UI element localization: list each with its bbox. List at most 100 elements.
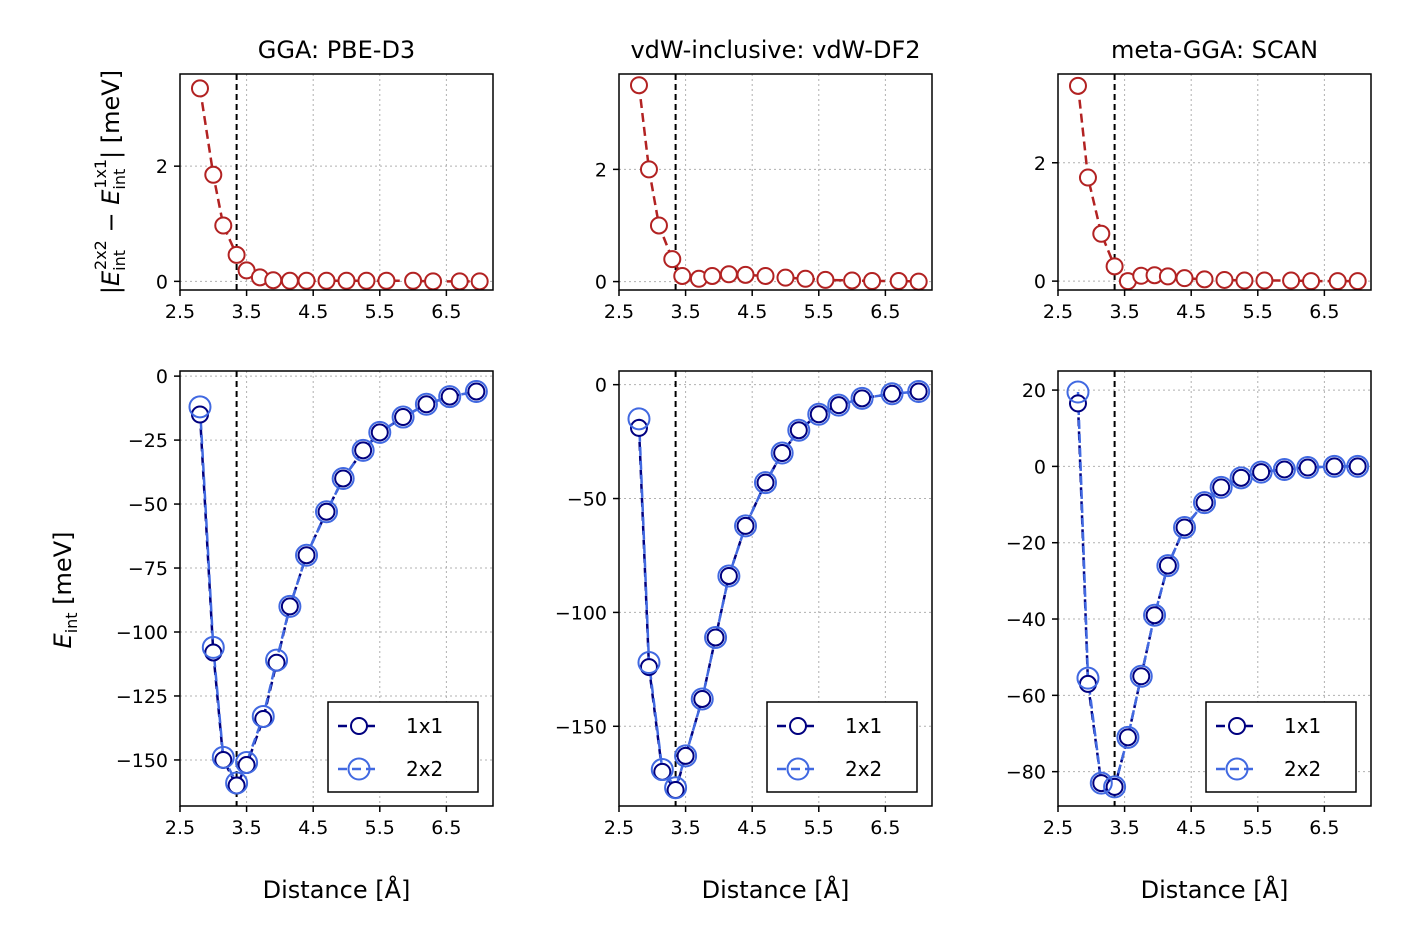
- data-point: [863, 272, 882, 291]
- series-line: [1076, 85, 1358, 283]
- data-point: [188, 395, 212, 419]
- panel-title: GGA: PBE-D3: [258, 36, 415, 64]
- y-tick-label: −80: [1006, 762, 1046, 784]
- legend: 1x1 2x2: [1205, 701, 1357, 793]
- data-point: [1215, 270, 1234, 289]
- data-point: [467, 382, 486, 401]
- data-point: [1209, 475, 1233, 499]
- data-point: [1322, 454, 1346, 478]
- x-tick-label: 6.5: [870, 817, 900, 839]
- axes-frame: [618, 370, 933, 807]
- x-tick-label: 6.5: [870, 301, 900, 323]
- data-point: [211, 745, 235, 769]
- data-point: [315, 500, 339, 524]
- data-point: [627, 407, 651, 431]
- x-tick-label: 5.5: [365, 301, 395, 323]
- legend-box: [1205, 701, 1357, 793]
- data-point: [1298, 458, 1317, 477]
- data-point: [337, 271, 356, 290]
- panel-title: vdW-inclusive: vdW-DF2: [630, 36, 920, 64]
- x-tick-label: 2.5: [165, 817, 195, 839]
- legend-marker: [789, 717, 807, 735]
- legend-box: [327, 701, 479, 793]
- x-tick-label: 4.5: [737, 301, 767, 323]
- data-point: [637, 651, 661, 675]
- data-point: [853, 389, 872, 408]
- y-tick-label: 0: [595, 375, 607, 397]
- legend-label: 1x1: [406, 714, 443, 738]
- data-point: [1089, 771, 1113, 795]
- x-tick-label: 3.5: [1109, 817, 1139, 839]
- x-tick-label: 5.5: [365, 817, 395, 839]
- data-point: [1105, 257, 1124, 276]
- panel-title: meta-GGA: SCAN: [1111, 36, 1318, 64]
- legend-marker: [786, 757, 810, 781]
- y-tick-label: 2: [1034, 153, 1046, 175]
- x-tick-label: 2.5: [1043, 301, 1073, 323]
- y-tick-label: −100: [116, 622, 168, 644]
- data-point: [417, 395, 436, 414]
- data-point: [907, 379, 931, 403]
- x-tick-label: 6.5: [1309, 817, 1339, 839]
- y-tick-label: −50: [128, 494, 168, 516]
- x-tick-label: 5.5: [1243, 301, 1273, 323]
- data-point: [776, 268, 795, 287]
- data-point: [1145, 606, 1164, 625]
- y-tick-label: −150: [555, 716, 607, 738]
- x-tick-label: 2.5: [165, 301, 195, 323]
- x-tick-label: 4.5: [1176, 817, 1206, 839]
- data-point: [1212, 478, 1231, 497]
- data-point: [629, 76, 648, 95]
- x-tick-label: 4.5: [298, 301, 328, 323]
- data-point: [909, 382, 928, 401]
- x-tick-label: 3.5: [670, 301, 700, 323]
- data-point: [1158, 556, 1177, 575]
- data-point: [297, 546, 316, 565]
- y-tick-label: 2: [156, 156, 168, 178]
- data-point: [704, 625, 728, 649]
- data-point: [317, 502, 336, 521]
- data-point: [1346, 454, 1370, 478]
- chart-panel-6: 2.5 3.5 4.5 5.5 6.5 20 0 −20 −40 −60 −80 Distance […: [1006, 370, 1372, 904]
- data-point: [663, 250, 682, 269]
- data-point: [225, 771, 249, 795]
- chart-panel-4: 2.5 3.5 4.5 5.5 6.5 0 −25 −50 −75 −100 −125 −150 Dis…: [116, 366, 494, 904]
- data-point: [843, 271, 862, 290]
- data-point: [190, 79, 209, 98]
- chart-panel-1: 2.5 3.5 4.5 5.5 6.5 0 2 GGA: PBE-D3: [156, 36, 494, 323]
- data-point: [827, 393, 851, 417]
- data-point: [773, 443, 792, 462]
- data-point: [470, 272, 489, 291]
- data-point: [370, 423, 389, 442]
- data-point: [368, 420, 392, 444]
- legend-label: 2x2: [845, 757, 882, 781]
- data-point: [706, 628, 725, 647]
- data-point: [756, 266, 775, 285]
- data-point: [787, 418, 811, 442]
- y-tick-label: −50: [567, 489, 607, 511]
- data-point: [354, 441, 373, 460]
- x-tick-label: 3.5: [1109, 301, 1139, 323]
- data-point: [1302, 272, 1321, 291]
- data-point: [629, 418, 648, 437]
- data-point: [1116, 725, 1140, 749]
- data-point: [264, 271, 283, 290]
- data-point: [889, 272, 908, 291]
- axes-frame: [618, 73, 933, 291]
- data-point: [404, 271, 423, 290]
- legend-label: 2x2: [406, 757, 443, 781]
- y-tick-label: 0: [156, 366, 168, 388]
- data-point: [394, 408, 413, 427]
- y-tick-label: 0: [1034, 271, 1046, 293]
- data-point: [639, 160, 658, 179]
- data-point: [1118, 728, 1137, 747]
- ylabel-top: |Eint2x2 − Eint1x1| [meV]: [91, 70, 129, 294]
- x-tick-label: 4.5: [298, 817, 328, 839]
- y-tick-label: 2: [595, 159, 607, 181]
- data-point: [1235, 271, 1254, 290]
- data-point: [1132, 667, 1151, 686]
- axes-frame: [179, 73, 494, 291]
- data-point: [317, 271, 336, 290]
- x-tick-label: 2.5: [1043, 817, 1073, 839]
- data-point: [278, 594, 302, 618]
